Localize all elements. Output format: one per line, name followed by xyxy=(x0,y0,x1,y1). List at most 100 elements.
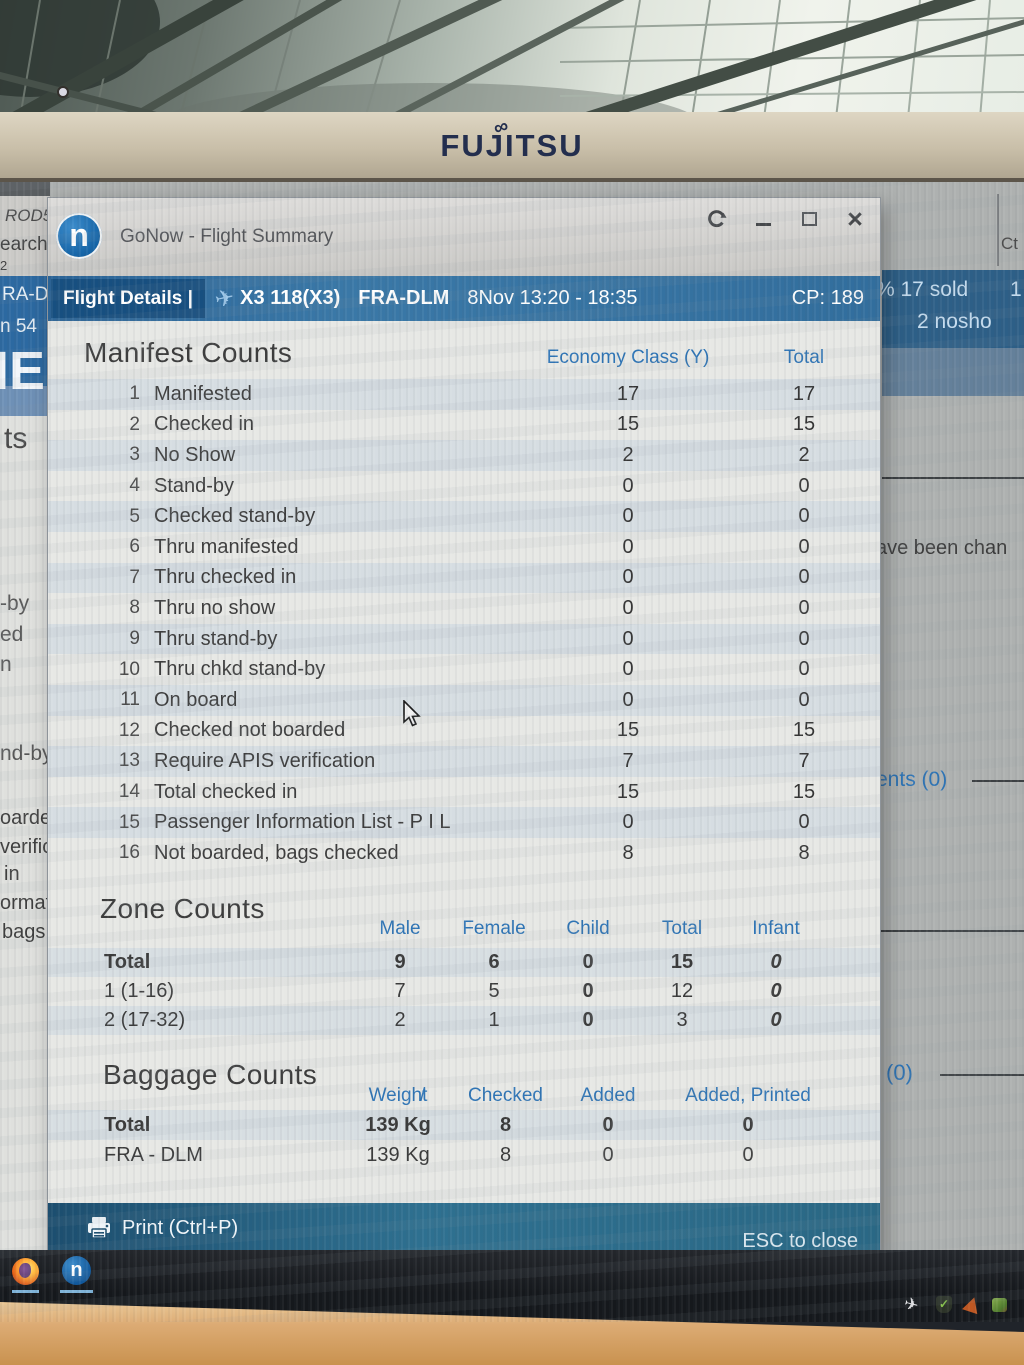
manifest-row-total-value: 15 xyxy=(792,413,816,436)
airplane-tray-icon[interactable]: ✈ xyxy=(902,1293,921,1316)
bg-divider-line-2 xyxy=(972,780,1024,782)
zone-row-infant-value: 0 xyxy=(770,980,782,1002)
bg-text-ormat: ormat xyxy=(0,892,52,914)
bg-window-blue-bar-left xyxy=(0,276,50,386)
bg-text-earch: earch xyxy=(0,234,48,255)
manifest-row-total-value: 0 xyxy=(798,505,810,528)
zone-table: Total 9 6 0 15 0 1 (1-16) 7 5 0 12 0 2 (17-32) 2 1 0 3 0 xyxy=(48,948,880,1035)
manifest-row: 9 Thru stand-by 0 0 xyxy=(48,623,880,655)
firefox-icon[interactable] xyxy=(12,1258,39,1285)
shield-check-tray-icon[interactable]: ✓ xyxy=(936,1296,952,1313)
zone-row-male-value: 7 xyxy=(394,980,406,1002)
print-label: Print (Ctrl+P) xyxy=(122,1216,239,1239)
baggage-row-added-printed-value: 0 xyxy=(742,1143,754,1166)
zone-header-total: Total xyxy=(661,918,703,939)
baggage-header-checked: Checked xyxy=(468,1085,543,1106)
baggage-row-added-printed-value: 0 xyxy=(742,1113,754,1136)
baggage-counts-title: Baggage Counts xyxy=(103,1059,318,1090)
baggage-row-label: FRA - DLM xyxy=(104,1143,203,1166)
zone-row-female-value: 1 xyxy=(488,1009,500,1031)
manifest-row-economy-value: 0 xyxy=(622,596,634,619)
baggage-row-added-value: 0 xyxy=(602,1143,614,1166)
manifest-row: 3 No Show 2 2 xyxy=(48,440,880,471)
manifest-table: 1 Manifested 17 17 2 Checked in 15 15 3 No Show 2 2… xyxy=(48,379,880,869)
manifest-row-total-value: 0 xyxy=(798,627,810,650)
manifest-row-label: Thru manifested xyxy=(154,535,299,558)
bg-window-top-strip xyxy=(0,182,50,196)
manifest-row: 4 Stand-by 0 0 xyxy=(48,471,880,502)
manifest-row-total-value: 0 xyxy=(798,535,810,558)
print-button[interactable]: Print (Ctrl+P) xyxy=(86,1216,238,1240)
bg-text-nd-by: nd-by xyxy=(0,742,53,765)
manifest-row-number: 14 xyxy=(118,781,140,803)
manifest-row: 16 Not boarded, bags checked 8 8 xyxy=(48,838,880,869)
printer-icon xyxy=(88,1217,110,1239)
gonow-taskbar-icon[interactable]: n xyxy=(62,1256,91,1285)
baggage-row: FRA - DLM 139 Kg 8 0 0 xyxy=(48,1140,880,1170)
manifest-row-economy-value: 15 xyxy=(616,719,640,742)
manifest-row: 12 Checked not boarded 15 15 xyxy=(48,716,880,747)
bg-window-edge-line xyxy=(997,194,999,266)
manifest-row-label: No Show xyxy=(154,443,236,466)
monitor-screen: ROD5 earch 2 RA-D n 54 IE ts -by ed n nd… xyxy=(0,182,1024,1322)
manifest-row-label: Not boarded, bags checked xyxy=(154,841,399,864)
bg-text-2: 2 xyxy=(0,258,8,273)
manifest-row-total-value: 15 xyxy=(792,780,816,803)
bg-window-body-left xyxy=(0,416,50,1256)
zone-row-infant-value: 0 xyxy=(770,1009,782,1031)
cone-tray-icon[interactable] xyxy=(962,1294,982,1315)
flight-summary-content: Manifest Counts Economy Class (Y) Total … xyxy=(48,321,880,1203)
bg-text-in: in xyxy=(4,863,20,885)
bg-text-changed: ave been chan xyxy=(876,537,1008,559)
bg-text-bags: bags c xyxy=(2,921,61,943)
manifest-row-number: 12 xyxy=(118,719,140,741)
green-app-tray-icon[interactable] xyxy=(992,1298,1007,1312)
bg-text-nosho: 2 nosho xyxy=(917,310,992,333)
zone-row-label: 1 (1-16) xyxy=(104,980,175,1002)
zone-row: Total 9 6 0 15 0 xyxy=(48,948,880,977)
baggage-row: Total 139 Kg 8 0 0 xyxy=(48,1110,880,1140)
zone-row: 2 (17-32) 2 1 0 3 0 xyxy=(48,1006,880,1035)
baggage-header-added-printed: Added, Printed xyxy=(685,1085,811,1106)
flight-details-label: Flight Details | xyxy=(51,279,205,318)
manifest-row-label: Stand-by xyxy=(154,474,235,497)
zone-row-male-value: 9 xyxy=(394,951,406,973)
manifest-row-economy-value: 0 xyxy=(622,627,634,650)
minimize-button[interactable] xyxy=(748,206,778,232)
manifest-row-economy-value: 0 xyxy=(622,688,634,711)
bg-text-by: -by xyxy=(0,592,30,615)
baggage-row-checked-value: 8 xyxy=(499,1113,512,1136)
bg-text-oarde: oarde xyxy=(0,807,52,829)
monitor-bezel: ∞ FUJITSU xyxy=(0,112,1024,182)
close-button[interactable]: × xyxy=(847,203,863,234)
bg-text-zero-count: (0) xyxy=(886,1060,913,1085)
manifest-row-economy-value: 0 xyxy=(622,811,634,834)
manifest-row: 8 Thru no show 0 0 xyxy=(48,593,880,624)
maximize-button[interactable] xyxy=(794,206,824,232)
gonow-logo-icon: n xyxy=(56,213,102,259)
manifest-row-economy-value: 17 xyxy=(616,382,640,405)
manifest-row-number: 15 xyxy=(118,811,140,833)
zone-header-infant: Infant xyxy=(752,918,800,939)
zone-row-total-value: 3 xyxy=(676,1009,688,1031)
mouse-cursor xyxy=(403,699,422,733)
manifest-counts-title: Manifest Counts xyxy=(84,337,293,368)
manifest-row-economy-value: 0 xyxy=(622,474,634,497)
manifest-row: 14 Total checked in 15 15 xyxy=(48,777,880,808)
manifest-row-label: Manifested xyxy=(154,382,252,405)
manifest-row-label: Thru stand-by xyxy=(154,627,278,650)
bg-text-n54: n 54 xyxy=(0,316,37,337)
bg-divider-line-3 xyxy=(876,930,1024,932)
zone-row-total-value: 15 xyxy=(670,951,694,973)
manifest-row-label: Total checked in xyxy=(154,780,298,803)
bg-window-blue-band-left xyxy=(0,386,50,416)
manifest-row-number: 9 xyxy=(129,628,140,650)
fujitsu-logo: ∞ FUJITSU xyxy=(440,114,584,163)
bg-divider-line-4 xyxy=(940,1074,1024,1076)
manifest-row-number: 6 xyxy=(129,536,140,558)
bg-text-ed: ed xyxy=(0,623,24,646)
refresh-icon[interactable] xyxy=(702,206,732,232)
system-tray: ✈ ✓ xyxy=(902,1293,1024,1318)
gonow-window: n GoNow - Flight Summary × Flight Detail… xyxy=(48,198,880,1260)
manifest-row-label: On board xyxy=(154,688,238,711)
